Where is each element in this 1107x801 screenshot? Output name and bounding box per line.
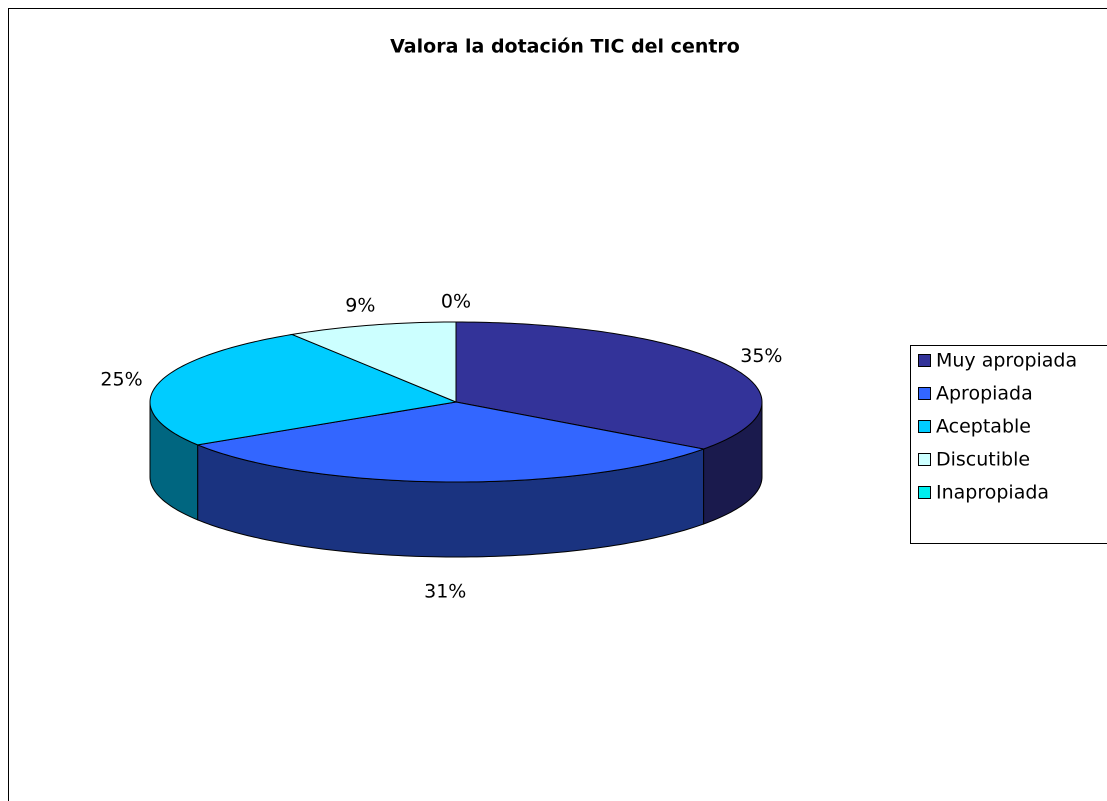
data-label: 0% <box>441 291 471 313</box>
slice <box>290 321 457 403</box>
legend-swatch <box>918 387 931 400</box>
legend-label: Apropiada <box>936 383 1033 405</box>
data-label: 35% <box>740 345 782 367</box>
slice <box>455 321 763 450</box>
legend-swatch <box>918 453 931 466</box>
legend-swatch <box>918 420 931 433</box>
legend-label: Discutible <box>936 449 1030 471</box>
slice <box>149 333 458 446</box>
slice <box>195 401 706 483</box>
legend-label: Muy apropiada <box>936 350 1077 372</box>
data-label: 25% <box>100 369 142 391</box>
legend-label: Aceptable <box>936 416 1031 438</box>
legend-swatch <box>918 486 931 499</box>
legend-box <box>910 345 1107 544</box>
data-label: 9% <box>345 294 375 316</box>
chart-title: Valora la dotación TIC del centro <box>390 36 740 58</box>
legend-swatch <box>918 354 931 367</box>
data-label: 31% <box>424 580 466 602</box>
legend-label: Inapropiada <box>936 482 1049 504</box>
